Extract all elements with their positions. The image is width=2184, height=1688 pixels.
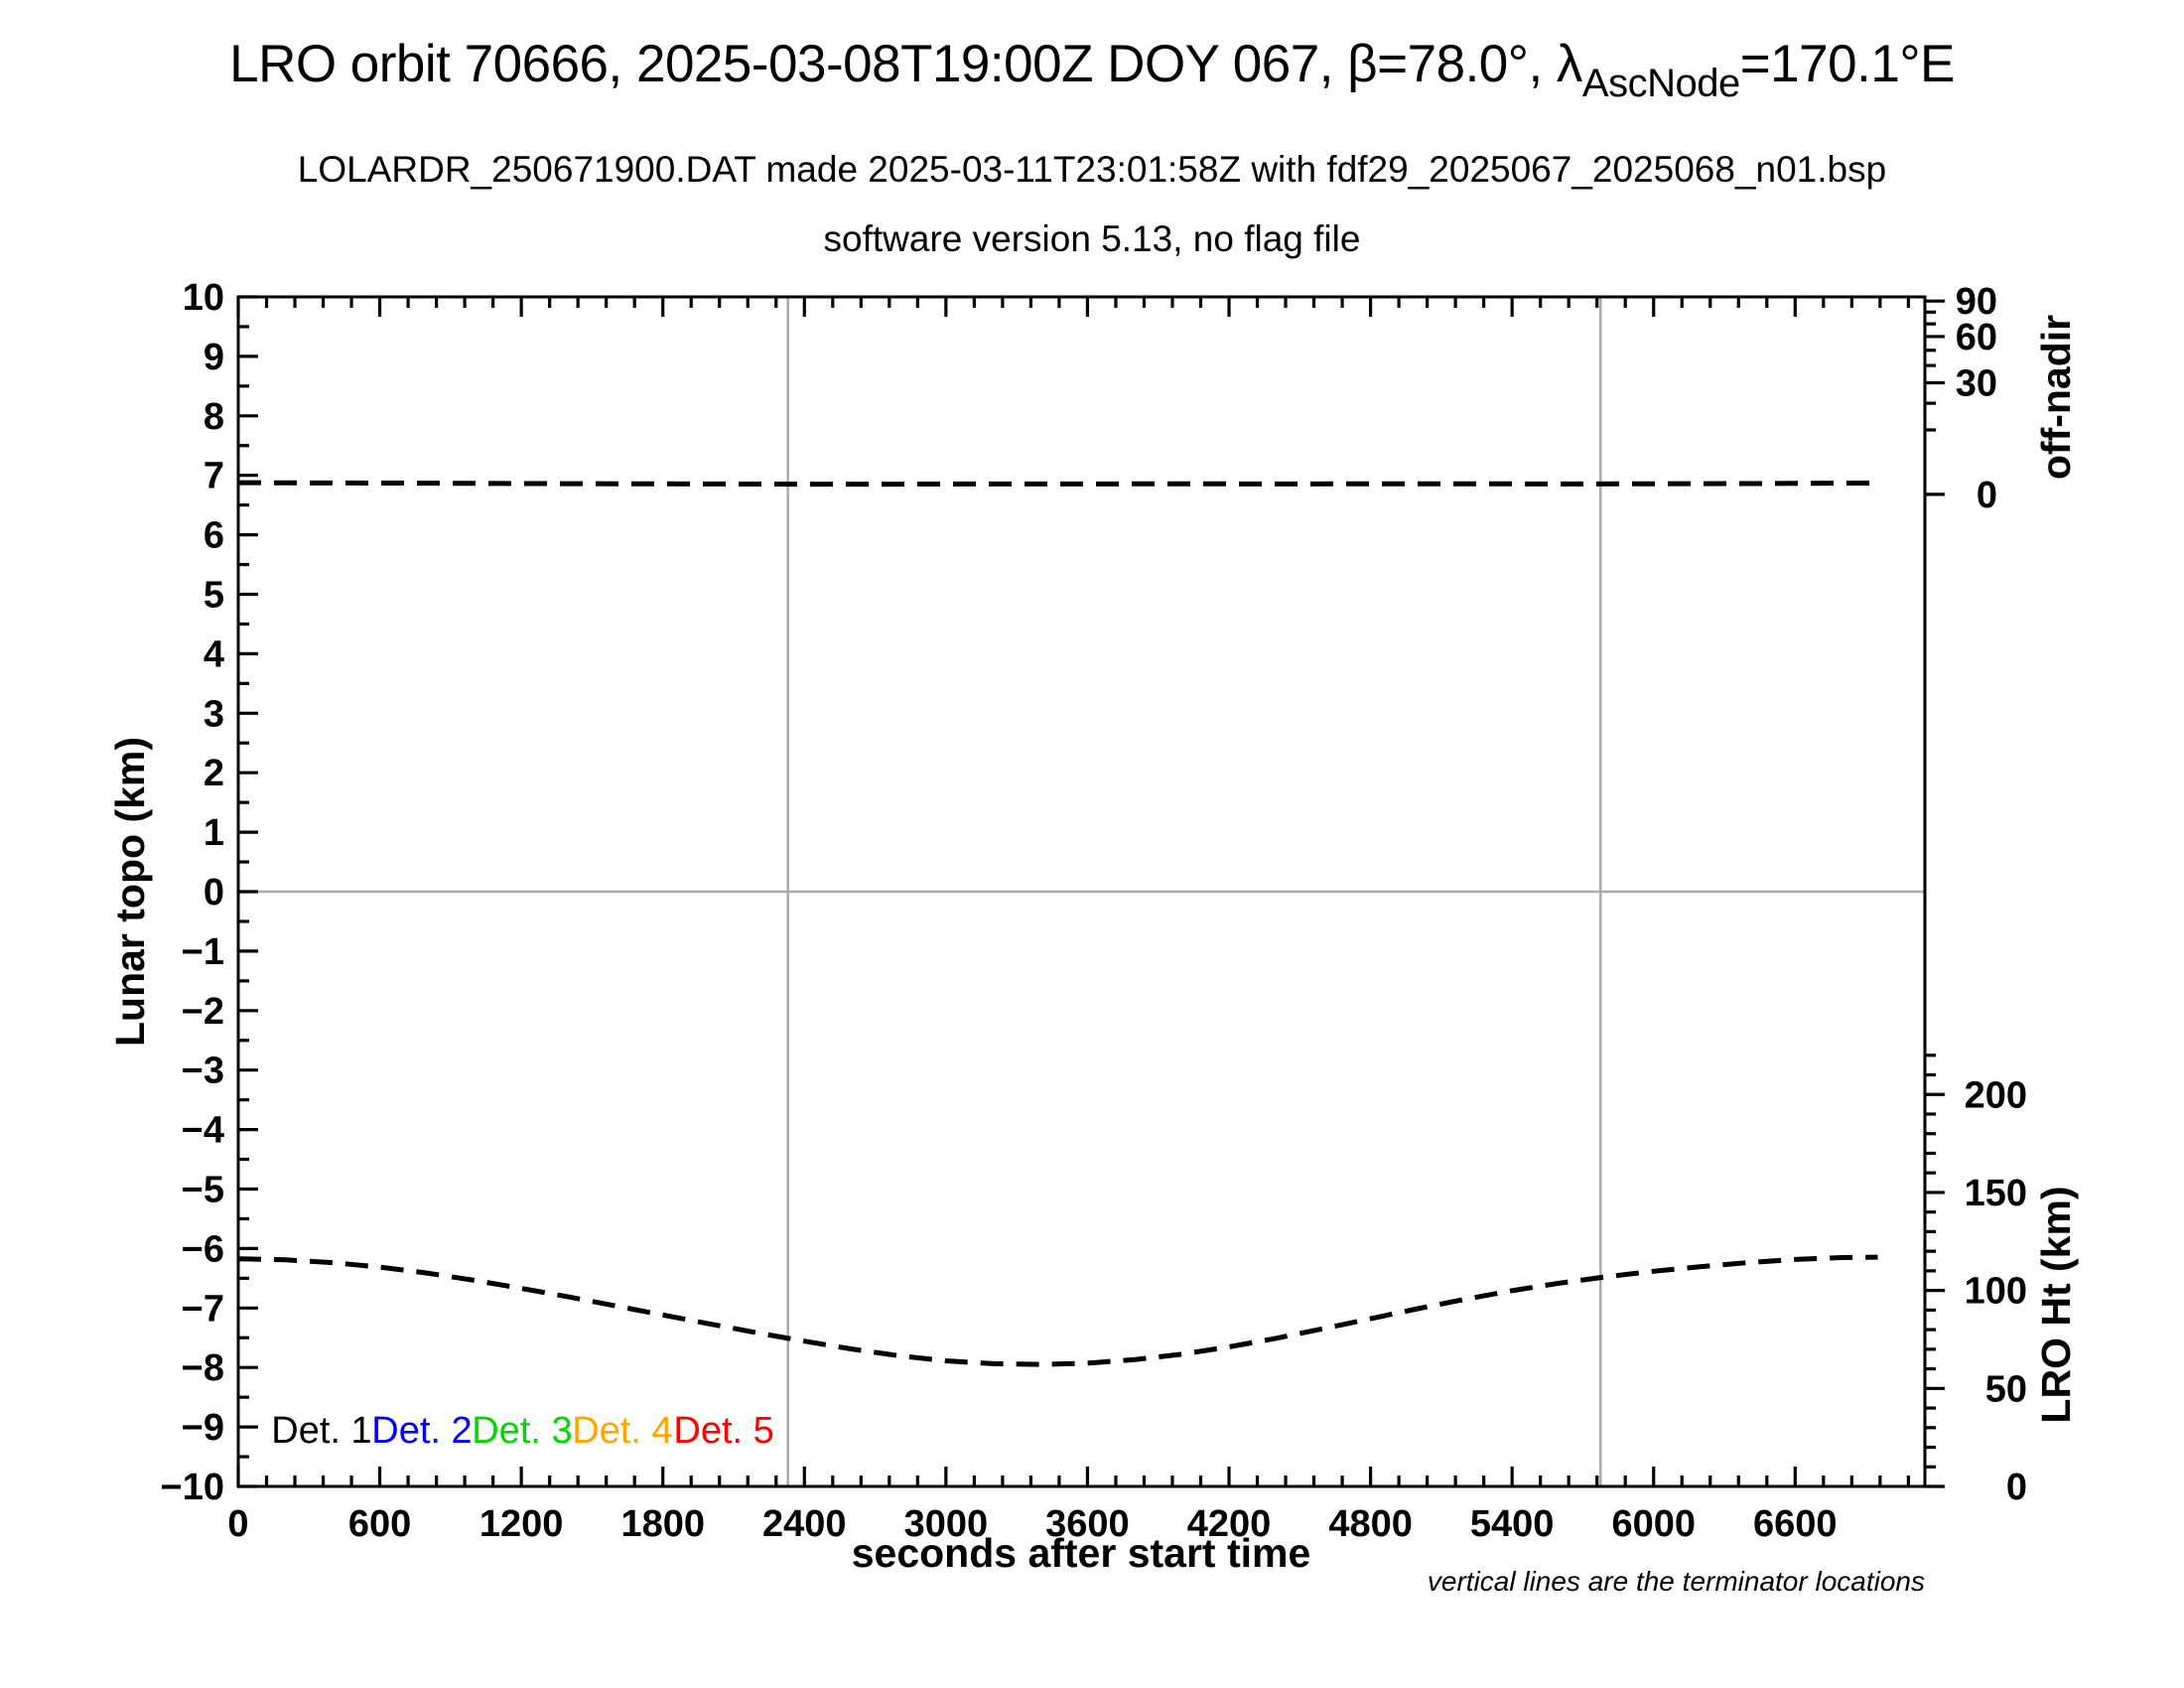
plot-subtitle-filename: LOLARDR_250671900.DAT made 2025-03-11T23…	[297, 149, 1887, 190]
plot-subtitle-version: software version 5.13, no flag file	[823, 218, 1361, 259]
y-left-tick-label: 10	[183, 277, 224, 319]
x-tick-label: 4800	[1328, 1503, 1413, 1545]
lro-ht-tick-label: 200	[1965, 1074, 2027, 1116]
x-tick-label: 4200	[1187, 1503, 1272, 1545]
y-left-axis-label: Lunar topo (km)	[107, 737, 153, 1047]
plot-title-main: LRO orbit 70666, 2025-03-08T19:00Z DOY 0…	[229, 35, 1582, 93]
offnadir-tick-label: 60	[1956, 317, 1997, 358]
plot-title: LRO orbit 70666, 2025-03-08T19:00Z DOY 0…	[0, 34, 2184, 106]
y-left-tick-label: −7	[182, 1288, 224, 1330]
offnadir-tick-label: 30	[1956, 362, 1997, 404]
y-left-tick-label: 5	[204, 575, 224, 617]
lro-ht-tick-label: 50	[1985, 1368, 2027, 1410]
x-tick-label: 3600	[1045, 1503, 1130, 1545]
y-left-tick-label: −4	[182, 1110, 224, 1152]
y-left-tick-label: 1	[204, 812, 224, 854]
y-left-tick-label: −3	[182, 1051, 224, 1092]
offnadir-axis-label: off-nadir	[2033, 315, 2079, 480]
y-left-tick-label: −1	[182, 931, 224, 973]
x-tick-label: 600	[348, 1503, 411, 1545]
legend-item-5: Det. 5	[673, 1410, 773, 1452]
x-tick-label: 1200	[479, 1503, 564, 1545]
y-left-tick-label: −2	[182, 991, 224, 1033]
y-left-tick-label: −5	[182, 1170, 224, 1211]
plot-title-subscript: AscNode	[1581, 62, 1740, 105]
x-tick-label: 6600	[1753, 1503, 1838, 1545]
plot-title-end: =170.1°E	[1739, 35, 1956, 93]
x-axis-label: seconds after start time	[852, 1530, 1311, 1576]
offnadir-tick-label: 0	[1977, 475, 1997, 516]
y-left-tick-label: 6	[204, 515, 224, 557]
series-LRO-height	[237, 1254, 1878, 1367]
y-left-tick-label: −8	[182, 1347, 224, 1389]
x-tick-label: 0	[227, 1503, 248, 1545]
lro-ht-tick-label: 100	[1965, 1271, 2027, 1313]
y-left-tick-label: −9	[182, 1407, 224, 1449]
terminator-note: vertical lines are the terminator locati…	[1428, 1566, 1925, 1597]
lro-ht-tick-label: 150	[1965, 1173, 2027, 1214]
x-tick-label: 1800	[620, 1503, 705, 1545]
y-left-tick-label: 4	[204, 633, 224, 675]
x-tick-label: 6000	[1611, 1503, 1696, 1545]
y-left-tick-label: 8	[204, 396, 224, 438]
y-left-tick-label: 9	[204, 337, 224, 378]
y-left-tick-label: 7	[204, 456, 224, 497]
y-left-tick-label: 2	[204, 753, 224, 794]
lro-ht-tick-label: 0	[2006, 1467, 2027, 1508]
y-left-tick-label: 3	[204, 693, 224, 735]
x-tick-label: 5400	[1470, 1503, 1555, 1545]
offnadir-tick-label: 90	[1956, 281, 1997, 323]
legend-item-4: Det. 4	[572, 1410, 672, 1452]
x-tick-label: 3000	[904, 1503, 989, 1545]
x-tick-label: 2400	[762, 1503, 847, 1545]
lro-ht-axis-label: LRO Ht (km)	[2033, 1186, 2079, 1423]
y-left-tick-label: −6	[182, 1228, 224, 1270]
y-left-tick-label: −10	[161, 1467, 224, 1508]
series-off-nadir-angle	[237, 480, 1878, 488]
y-left-tick-label: 0	[204, 872, 224, 914]
legend-item-2: Det. 2	[371, 1410, 472, 1452]
legend-item-3: Det. 3	[472, 1410, 572, 1452]
legend-item-1: Det. 1	[271, 1410, 371, 1452]
